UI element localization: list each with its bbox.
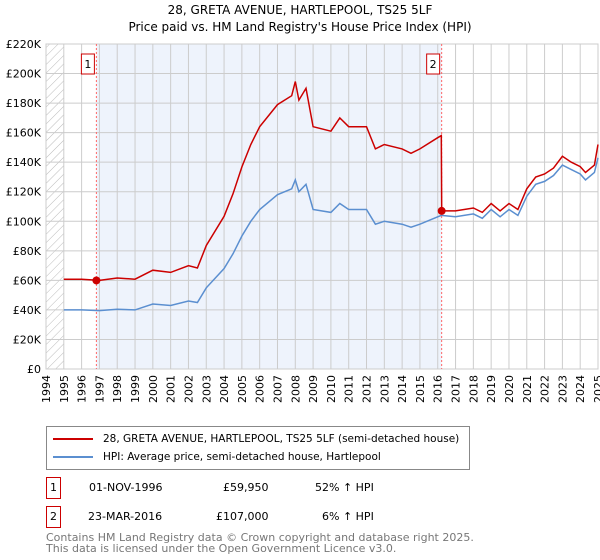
x-tick-label: 2015 xyxy=(414,375,427,403)
x-tick-label: 2005 xyxy=(236,375,249,403)
transaction-hpi: 52% ↑ HPI xyxy=(315,481,374,494)
x-tick-label: 2022 xyxy=(539,375,552,403)
legend-label-hpi: HPI: Average price, semi-detached house,… xyxy=(103,451,381,463)
y-tick-label: £200K xyxy=(6,68,42,81)
transaction-date: 23-MAR-2016 xyxy=(88,510,163,523)
sale-label-box xyxy=(80,53,95,75)
legend-label-property: 28, GRETA AVENUE, HARTLEPOOL, TS25 5LF (… xyxy=(103,433,460,445)
x-tick-label: 2023 xyxy=(556,375,569,403)
transaction-date: 01-NOV-1996 xyxy=(89,481,163,494)
x-tick-label: 2020 xyxy=(503,375,516,403)
x-tick-label: 2024 xyxy=(574,375,587,403)
pre-data-hatch xyxy=(46,44,64,369)
hpi-line xyxy=(63,157,599,312)
footer-copyright: Contains HM Land Registry data © Crown c… xyxy=(46,531,474,544)
x-tick-label: 2016 xyxy=(432,375,445,403)
ownership-shade xyxy=(96,44,442,369)
x-tick-label: 2007 xyxy=(271,375,284,403)
y-tick-label: £180K xyxy=(6,97,42,110)
property-price-line xyxy=(63,81,599,282)
y-tick-label: £20K xyxy=(13,333,42,346)
x-tick-label: 2021 xyxy=(521,375,534,403)
legend-swatch-property xyxy=(53,438,93,440)
y-tick-label: £220K xyxy=(6,38,42,51)
x-tick-label: 2004 xyxy=(218,375,231,403)
x-tick-label: 1999 xyxy=(129,375,142,403)
chart-subtitle: Price paid vs. HM Land Registry's House … xyxy=(128,20,472,34)
transaction-price: £59,950 xyxy=(223,481,269,494)
x-tick-label: 2006 xyxy=(254,375,267,403)
transaction-number: 2 xyxy=(46,506,61,528)
x-tick-label: 2008 xyxy=(289,375,302,403)
x-tick-label: 2003 xyxy=(200,375,213,403)
y-tick-label: £160K xyxy=(6,127,42,140)
y-tick-label: £40K xyxy=(13,304,42,317)
y-tick-label: £0 xyxy=(27,363,41,376)
sale-label: 1 xyxy=(84,58,91,71)
x-tick-label: 2009 xyxy=(307,375,320,403)
legend-swatch-hpi xyxy=(53,456,93,458)
y-tick-label: £120K xyxy=(6,186,42,199)
legend: 28, GRETA AVENUE, HARTLEPOOL, TS25 5LF (… xyxy=(46,426,470,470)
x-tick-label: 2018 xyxy=(467,375,480,403)
x-tick-label: 2017 xyxy=(450,375,463,403)
sale-label-box xyxy=(426,53,441,75)
transaction-hpi: 6% ↑ HPI xyxy=(322,510,374,523)
x-tick-label: 1996 xyxy=(76,375,89,403)
y-tick-label: £140K xyxy=(6,156,42,169)
x-tick-label: 1997 xyxy=(93,375,106,403)
footer: Contains HM Land Registry data © Crown c… xyxy=(46,532,474,554)
plot-border xyxy=(45,43,599,370)
x-tick-label: 2012 xyxy=(361,375,374,403)
x-tick-label: 1998 xyxy=(111,375,124,403)
legend-item-property: 28, GRETA AVENUE, HARTLEPOOL, TS25 5LF (… xyxy=(53,433,459,445)
sale-point xyxy=(92,276,101,285)
transaction-number: 1 xyxy=(46,477,61,499)
sale-point xyxy=(437,206,446,215)
x-tick-label: 2025 xyxy=(592,375,600,403)
transaction-row: 1 01-NOV-1996 £59,950 52% ↑ HPI xyxy=(46,477,466,499)
x-tick-label: 2013 xyxy=(378,375,391,403)
legend-item-hpi: HPI: Average price, semi-detached house,… xyxy=(53,451,381,463)
x-tick-label: 2010 xyxy=(325,375,338,403)
sale-label: 2 xyxy=(430,58,437,71)
transaction-price: £107,000 xyxy=(216,510,269,523)
x-tick-label: 2000 xyxy=(147,375,160,403)
x-tick-label: 2002 xyxy=(182,375,195,403)
y-tick-label: £80K xyxy=(13,245,42,258)
x-tick-label: 2019 xyxy=(485,375,498,403)
x-tick-label: 2001 xyxy=(165,375,178,403)
y-tick-label: £100K xyxy=(6,215,42,228)
price-chart: 1994 1995 1996 1997 1998 1999 2000 2001 2002 2003… xyxy=(6,38,600,403)
x-tick-label: 2011 xyxy=(343,375,356,403)
transaction-row: 2 23-MAR-2016 £107,000 6% ↑ HPI xyxy=(46,506,466,528)
x-tick-label: 2014 xyxy=(396,375,409,403)
x-tick-label: 1995 xyxy=(58,375,71,403)
chart-title: 28, GRETA AVENUE, HARTLEPOOL, TS25 5LF xyxy=(167,3,433,17)
y-tick-label: £60K xyxy=(13,274,42,287)
x-tick-label: 1994 xyxy=(40,375,53,403)
footer-licence: This data is licensed under the Open Gov… xyxy=(46,542,397,555)
